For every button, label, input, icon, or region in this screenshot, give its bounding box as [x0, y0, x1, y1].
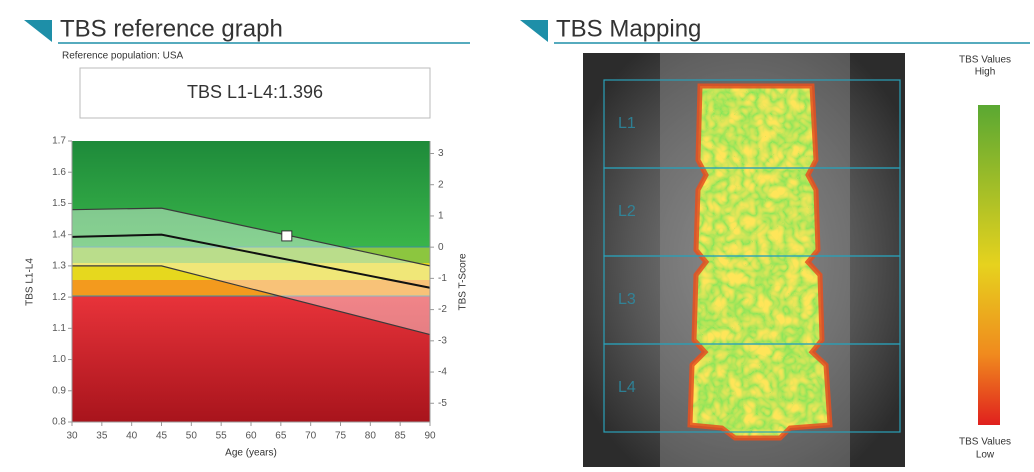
vertebra-label: L4 — [618, 379, 636, 396]
x-tick-label: 90 — [424, 431, 436, 442]
x-tick-label: 60 — [245, 431, 257, 442]
subtitle: Reference population: USA — [62, 51, 184, 62]
header-icon — [24, 20, 52, 42]
x-tick-label: 50 — [186, 431, 198, 442]
y2-tick-label: 3 — [438, 148, 444, 159]
y-axis-label: TBS L1-L4 — [25, 258, 36, 306]
panel-title: TBS reference graph — [60, 15, 283, 42]
y2-tick-label: -5 — [438, 398, 447, 409]
x-tick-label: 55 — [216, 431, 228, 442]
y2-axis-label: TBS T-Score — [458, 253, 469, 310]
x-tick-label: 30 — [66, 431, 78, 442]
vertebra-label: L1 — [618, 115, 636, 132]
y-tick-label: 1.6 — [52, 167, 66, 178]
y2-tick-label: -4 — [438, 367, 447, 378]
y-tick-label: 1.2 — [52, 292, 66, 303]
x-tick-label: 75 — [335, 431, 347, 442]
header-icon — [520, 20, 548, 42]
y2-tick-label: -2 — [438, 304, 447, 315]
y2-tick-label: 0 — [438, 242, 444, 253]
legend-high-line: High — [975, 67, 996, 78]
legend-high-line: TBS Values — [959, 55, 1011, 66]
legend-low-line: Low — [976, 450, 995, 461]
x-tick-label: 85 — [395, 431, 407, 442]
legend-low-line: TBS Values — [959, 437, 1011, 448]
y2-tick-label: 1 — [438, 211, 444, 222]
panel-title: TBS Mapping — [556, 15, 701, 42]
y2-tick-label: -1 — [438, 273, 447, 284]
y-tick-label: 1.3 — [52, 261, 66, 272]
legend-bar — [978, 105, 1000, 425]
y-tick-label: 1.0 — [52, 354, 66, 365]
vertebra-label: L3 — [618, 291, 636, 308]
y-tick-label: 1.5 — [52, 198, 66, 209]
x-tick-label: 45 — [156, 431, 168, 442]
y-tick-label: 0.9 — [52, 385, 66, 396]
result-text: TBS L1-L4:1.396 — [187, 82, 323, 102]
x-axis-label: Age (years) — [225, 448, 277, 459]
page: TBS reference graph Reference population… — [0, 0, 1034, 467]
vertebra-label: L2 — [618, 203, 636, 220]
y-tick-label: 1.1 — [52, 323, 66, 334]
y-tick-label: 0.8 — [52, 417, 66, 428]
x-tick-label: 80 — [365, 431, 377, 442]
x-tick-label: 35 — [96, 431, 108, 442]
patient-point — [282, 231, 292, 241]
x-tick-label: 40 — [126, 431, 138, 442]
x-tick-label: 70 — [305, 431, 317, 442]
y2-tick-label: 2 — [438, 179, 444, 190]
y-tick-label: 1.4 — [52, 229, 66, 240]
y2-tick-label: -3 — [438, 335, 447, 346]
x-tick-label: 65 — [275, 431, 287, 442]
y-tick-label: 1.7 — [52, 136, 66, 147]
